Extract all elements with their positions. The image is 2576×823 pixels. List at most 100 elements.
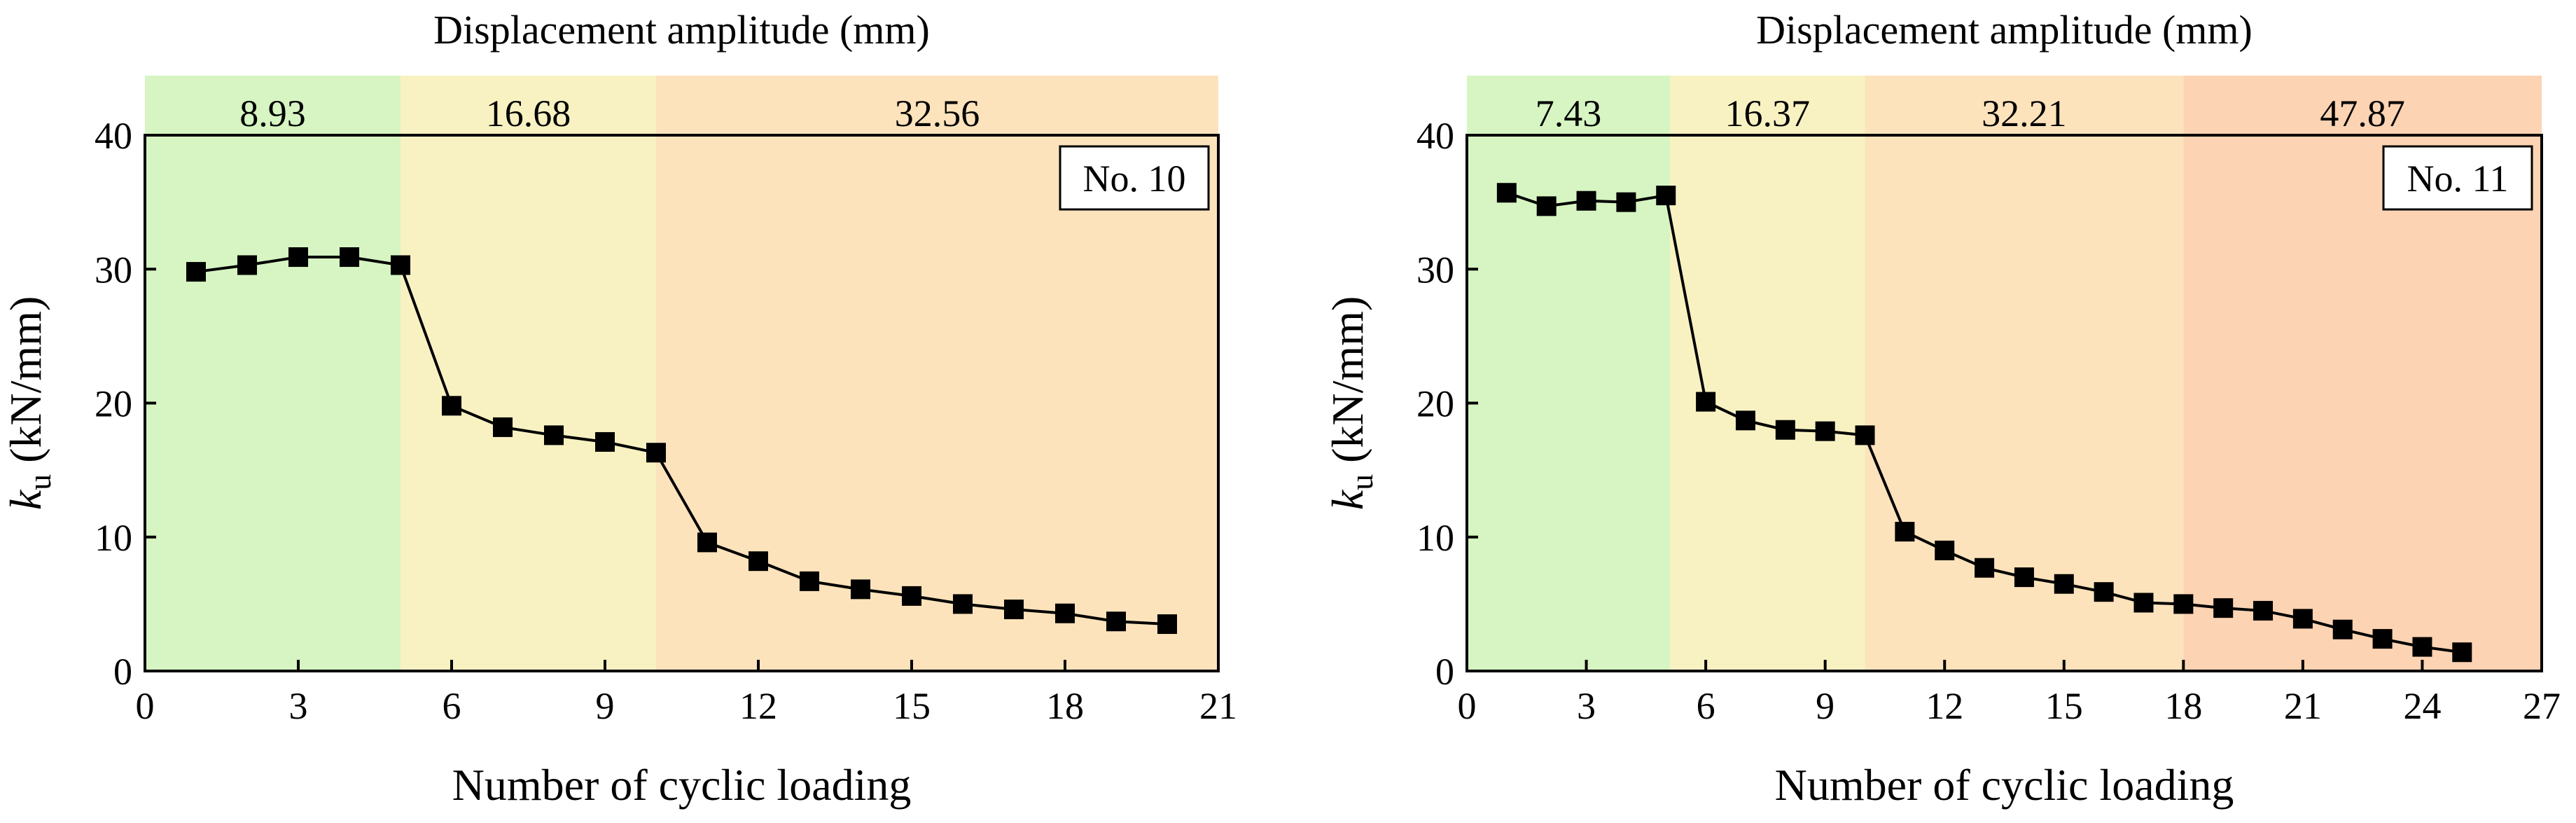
data-point-marker	[2173, 594, 2194, 614]
y-axis-title: ku (kN/mm)	[1323, 296, 1379, 511]
data-point-marker	[288, 247, 308, 268]
data-point-marker	[237, 255, 257, 275]
data-point-marker	[1735, 410, 1755, 431]
data-point-marker	[2213, 598, 2234, 618]
top-axis-title: Displacement amplitude (mm)	[433, 7, 930, 53]
data-point-marker	[1895, 522, 1915, 542]
data-point-marker	[646, 443, 666, 463]
top-axis-title: Displacement amplitude (mm)	[1756, 7, 2253, 53]
y-tick-label: 0	[1435, 651, 1454, 693]
y-tick-label: 30	[95, 249, 132, 291]
y-tick-label: 10	[1416, 517, 1454, 559]
y-tick-label: 40	[1416, 115, 1454, 157]
data-point-marker	[1496, 183, 1517, 203]
x-tick-label: 9	[596, 685, 615, 727]
panel-label-box	[2382, 145, 2533, 211]
data-point-marker	[1696, 392, 1716, 412]
x-tick-label: 9	[1816, 685, 1834, 727]
data-point-marker	[1576, 191, 1596, 211]
data-point-marker	[1157, 614, 1177, 635]
data-point-marker	[1815, 421, 1835, 441]
data-point-marker	[1004, 600, 1024, 620]
y-axis-variable: k	[1, 489, 50, 510]
data-point-marker	[851, 579, 870, 600]
data-point-marker	[1935, 540, 1955, 560]
band-amplitude-label: 32.21	[1982, 92, 2067, 134]
x-tick-label: 12	[739, 685, 777, 727]
data-point-marker	[2094, 582, 2114, 602]
chart-panel-no-10: 8.93 16.68 32.56 Displacement amplitude (mm…	[1, 7, 1237, 810]
data-point-marker	[2253, 600, 2274, 621]
data-point-marker	[749, 551, 768, 572]
y-tick-label: 0	[113, 651, 132, 693]
x-tick-label: 15	[2045, 685, 2083, 727]
chart-panel-no-11: 7.43 16.37 32.21 47.87 Displacement amplitud…	[1323, 7, 2561, 810]
y-tick-label: 20	[95, 383, 132, 425]
amplitude-band	[401, 76, 656, 671]
y-tick-label: 40	[95, 115, 132, 157]
y-axis-title: ku (kN/mm)	[1, 296, 57, 511]
x-tick-label: 27	[2523, 685, 2561, 727]
x-tick-label: 18	[2164, 685, 2202, 727]
y-tick-label: 10	[95, 517, 132, 559]
data-point-marker	[186, 262, 206, 282]
y-tick-label: 20	[1416, 383, 1454, 425]
panel-label: No. 11	[2407, 158, 2509, 200]
data-point-marker	[493, 417, 513, 437]
data-point-marker	[1055, 603, 1075, 623]
x-tick-label: 24	[2403, 685, 2441, 727]
data-point-marker	[2292, 609, 2313, 629]
amplitude-band	[1467, 76, 1670, 671]
x-tick-label: 15	[893, 685, 931, 727]
x-tick-label: 21	[1199, 685, 1237, 727]
x-tick-label: 0	[136, 685, 155, 727]
data-point-marker	[2054, 574, 2074, 594]
band-amplitude-label: 16.68	[486, 92, 571, 134]
data-point-marker	[2332, 619, 2353, 639]
data-point-marker	[697, 532, 717, 553]
x-tick-label: 0	[1458, 685, 1477, 727]
data-point-marker	[2372, 629, 2393, 649]
data-point-marker	[391, 255, 410, 275]
y-axis-units: (kN/mm)	[1323, 296, 1372, 474]
x-tick-label: 18	[1046, 685, 1084, 727]
x-axis-title: Number of cyclic loading	[452, 760, 912, 810]
panel-label: No. 10	[1083, 158, 1186, 200]
data-point-marker	[1775, 420, 1795, 440]
x-axis-title: Number of cyclic loading	[1775, 760, 2234, 810]
amplitude-band	[1669, 76, 1865, 671]
data-point-marker	[340, 247, 359, 268]
data-point-marker	[800, 571, 819, 591]
data-point-marker	[1656, 186, 1676, 206]
x-tick-label: 12	[1926, 685, 1963, 727]
data-point-marker	[595, 431, 615, 452]
x-tick-label: 3	[289, 685, 308, 727]
y-axis-variable: k	[1323, 489, 1372, 510]
data-point-marker	[1106, 611, 1126, 632]
panel-label-box	[1059, 145, 1210, 211]
data-point-marker	[2452, 642, 2472, 663]
data-point-marker	[1536, 196, 1557, 216]
data-point-marker	[2014, 567, 2034, 588]
x-tick-label: 6	[1697, 685, 1715, 727]
x-tick-label: 6	[443, 685, 461, 727]
data-point-marker	[1975, 558, 1995, 578]
data-point-marker	[1616, 192, 1636, 212]
data-point-marker	[2412, 637, 2432, 657]
y-axis-units: (kN/mm)	[1, 296, 50, 474]
data-point-marker	[902, 586, 921, 606]
data-point-marker	[953, 594, 973, 614]
y-axis-subscript: u	[1344, 474, 1379, 490]
band-amplitude-label: 32.56	[895, 92, 980, 134]
band-amplitude-label: 47.87	[2320, 92, 2405, 134]
band-amplitude-label: 16.37	[1725, 92, 1810, 134]
data-point-marker	[2133, 593, 2154, 613]
band-amplitude-label: 7.43	[1536, 92, 1602, 134]
data-point-marker	[544, 425, 564, 445]
data-point-marker	[442, 396, 461, 416]
data-point-marker	[1855, 425, 1875, 445]
band-amplitude-label: 8.93	[239, 92, 306, 134]
x-tick-label: 3	[1577, 685, 1596, 727]
y-tick-label: 30	[1416, 249, 1454, 291]
